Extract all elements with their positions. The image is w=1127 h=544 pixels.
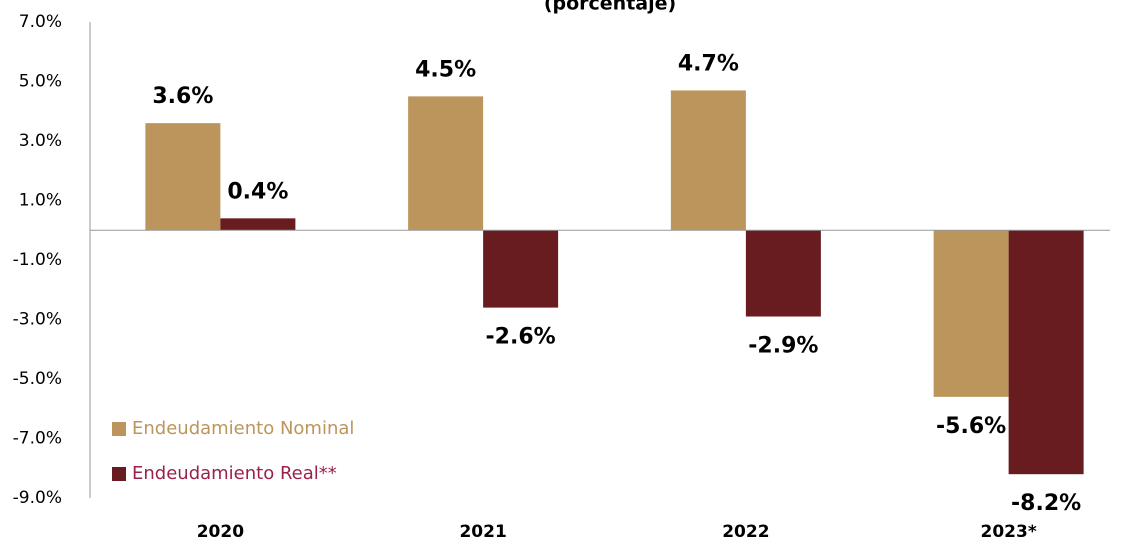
y-tick-label: -9.0% (13, 488, 62, 508)
value-label: 0.4% (227, 179, 288, 204)
value-label: -2.6% (486, 325, 556, 350)
value-label: 3.6% (152, 84, 213, 109)
bar (933, 230, 1009, 397)
x-tick-label: 2020 (197, 522, 244, 542)
value-label: -2.9% (748, 334, 818, 359)
y-tick-label: -1.0% (13, 250, 62, 270)
y-tick-label: -7.0% (13, 429, 62, 449)
bar (1008, 230, 1084, 475)
legend-label: Endeudamiento Real** (132, 463, 337, 484)
legend-label: Endeudamiento Nominal (132, 418, 354, 439)
y-tick-label: 5.0% (19, 72, 62, 92)
x-tick-label: 2022 (722, 522, 769, 542)
bar (220, 218, 296, 231)
legend-swatch (112, 467, 126, 481)
value-label: 4.5% (415, 57, 476, 82)
x-tick-label: 2023* (981, 522, 1037, 542)
legend-swatch (112, 422, 126, 436)
bar (408, 96, 484, 231)
x-tick-label: 2021 (459, 522, 506, 542)
y-tick-label: -5.0% (13, 369, 62, 389)
value-label: -8.2% (1011, 491, 1081, 516)
y-tick-label: -3.0% (13, 310, 62, 330)
bar (145, 123, 221, 231)
bar (745, 230, 821, 317)
y-tick-label: 3.0% (19, 131, 62, 151)
value-label: 4.7% (678, 51, 739, 76)
y-tick-label: 1.0% (19, 191, 62, 211)
bar (483, 230, 559, 308)
value-label: -5.6% (936, 414, 1006, 439)
chart-title: (porcentaje) (544, 0, 676, 15)
y-tick-label: 7.0% (19, 12, 62, 32)
bar (670, 90, 746, 231)
